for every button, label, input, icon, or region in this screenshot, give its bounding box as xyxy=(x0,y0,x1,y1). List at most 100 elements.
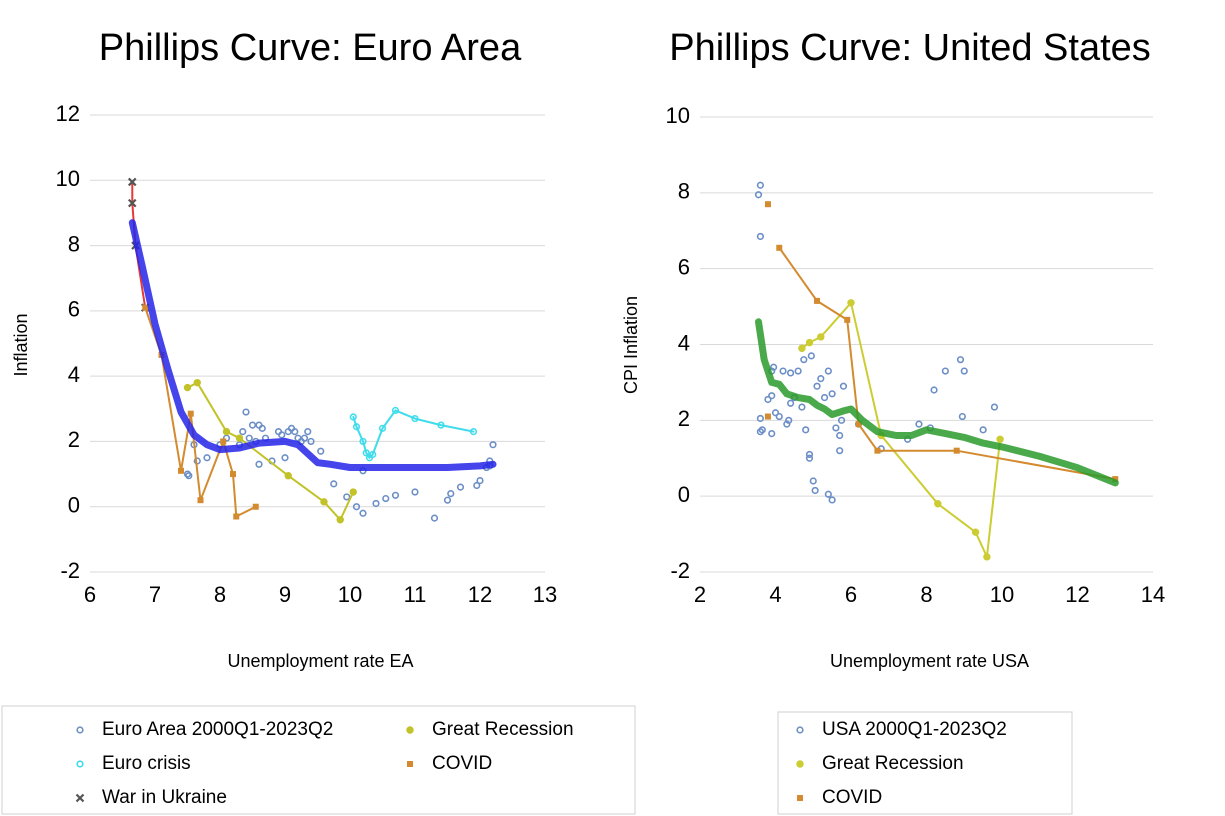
point xyxy=(317,447,325,455)
point xyxy=(127,177,137,187)
x-tick-label: 12 xyxy=(1065,582,1089,607)
point xyxy=(235,434,244,442)
point xyxy=(220,438,227,445)
point xyxy=(352,423,361,431)
point xyxy=(343,493,351,501)
point xyxy=(983,553,991,561)
x-tick-label: 8 xyxy=(214,582,226,607)
point xyxy=(837,416,846,424)
point xyxy=(958,412,966,421)
point xyxy=(489,441,497,449)
series-line xyxy=(778,246,1117,481)
point xyxy=(284,472,292,480)
legend-marker xyxy=(796,760,804,768)
point xyxy=(245,434,253,442)
point xyxy=(391,491,400,499)
point xyxy=(336,516,344,524)
x-tick-label: 13 xyxy=(533,582,557,607)
point xyxy=(764,201,771,208)
point xyxy=(798,344,806,352)
y-tick-label: 8 xyxy=(678,179,690,204)
point xyxy=(187,410,194,417)
point xyxy=(197,497,204,504)
point xyxy=(996,435,1004,443)
point xyxy=(222,434,231,442)
y-tick-label: 0 xyxy=(678,482,690,507)
chart: Phillips Curve: United States -2 0 2 4 6 8 10 2 4… xyxy=(621,27,1165,815)
point xyxy=(255,460,263,468)
point xyxy=(239,428,247,436)
point xyxy=(764,395,772,404)
point xyxy=(756,232,765,241)
chart: Phillips Curve: Euro Area -2 0 2 4 6 8 10 12 6 7 8 9… xyxy=(1,27,636,815)
point xyxy=(456,483,465,491)
y-tick-label: 10 xyxy=(666,103,690,128)
point xyxy=(352,503,361,511)
point xyxy=(839,382,848,390)
point xyxy=(764,413,771,420)
point xyxy=(779,367,787,375)
point xyxy=(754,191,763,199)
y-tick-label: 6 xyxy=(68,297,80,322)
point xyxy=(1112,476,1119,483)
point xyxy=(476,477,484,485)
point xyxy=(814,297,821,304)
point xyxy=(960,367,968,375)
legend-label: Euro crisis xyxy=(102,753,191,774)
point xyxy=(183,383,192,392)
point xyxy=(802,426,810,434)
point xyxy=(809,477,817,485)
point xyxy=(291,428,299,436)
x-tick-label: 6 xyxy=(845,582,857,607)
legend-label: Great Recession xyxy=(432,719,574,740)
point xyxy=(768,430,776,438)
y-tick-label: 10 xyxy=(56,166,80,191)
point xyxy=(756,414,765,423)
point xyxy=(359,509,367,517)
x-axis-label: Unemployment rate EA xyxy=(227,651,413,671)
point xyxy=(847,299,855,307)
x-tick-label: 6 xyxy=(84,582,96,607)
x-tick-label: 7 xyxy=(149,582,161,607)
point xyxy=(813,382,821,390)
point xyxy=(300,434,309,442)
legend-marker xyxy=(406,726,414,734)
chart-title: Phillips Curve: United States xyxy=(669,27,1151,69)
point xyxy=(447,490,455,498)
legend-marker xyxy=(407,761,413,767)
trend-line xyxy=(755,318,1119,487)
point xyxy=(382,494,390,503)
y-tick-label: 6 xyxy=(678,254,690,279)
point xyxy=(817,333,825,341)
point xyxy=(768,392,776,400)
point xyxy=(203,454,211,462)
x-tick-label: 2 xyxy=(694,582,706,607)
point xyxy=(362,449,370,457)
point xyxy=(411,414,419,423)
y-tick-label: 8 xyxy=(68,231,80,256)
point xyxy=(828,390,836,398)
point xyxy=(824,367,832,375)
point xyxy=(233,513,240,520)
point xyxy=(281,454,289,462)
legend-label: Euro Area 2000Q1-2023Q2 xyxy=(102,719,333,740)
legend-marker xyxy=(797,795,803,801)
y-tick-label: 12 xyxy=(56,101,80,126)
x-axis-label: Unemployment rate USA xyxy=(830,651,1029,671)
point xyxy=(820,393,829,402)
point xyxy=(359,437,367,446)
series-line xyxy=(352,409,475,459)
point xyxy=(805,338,814,347)
point xyxy=(915,420,923,428)
series-line xyxy=(800,301,1002,558)
point xyxy=(836,447,844,455)
point xyxy=(378,424,387,432)
y-axis-label: CPI Inflation xyxy=(621,296,641,394)
point xyxy=(953,447,960,454)
point xyxy=(252,503,259,510)
point xyxy=(855,421,862,428)
y-tick-label: -2 xyxy=(60,558,80,583)
point xyxy=(786,399,795,407)
